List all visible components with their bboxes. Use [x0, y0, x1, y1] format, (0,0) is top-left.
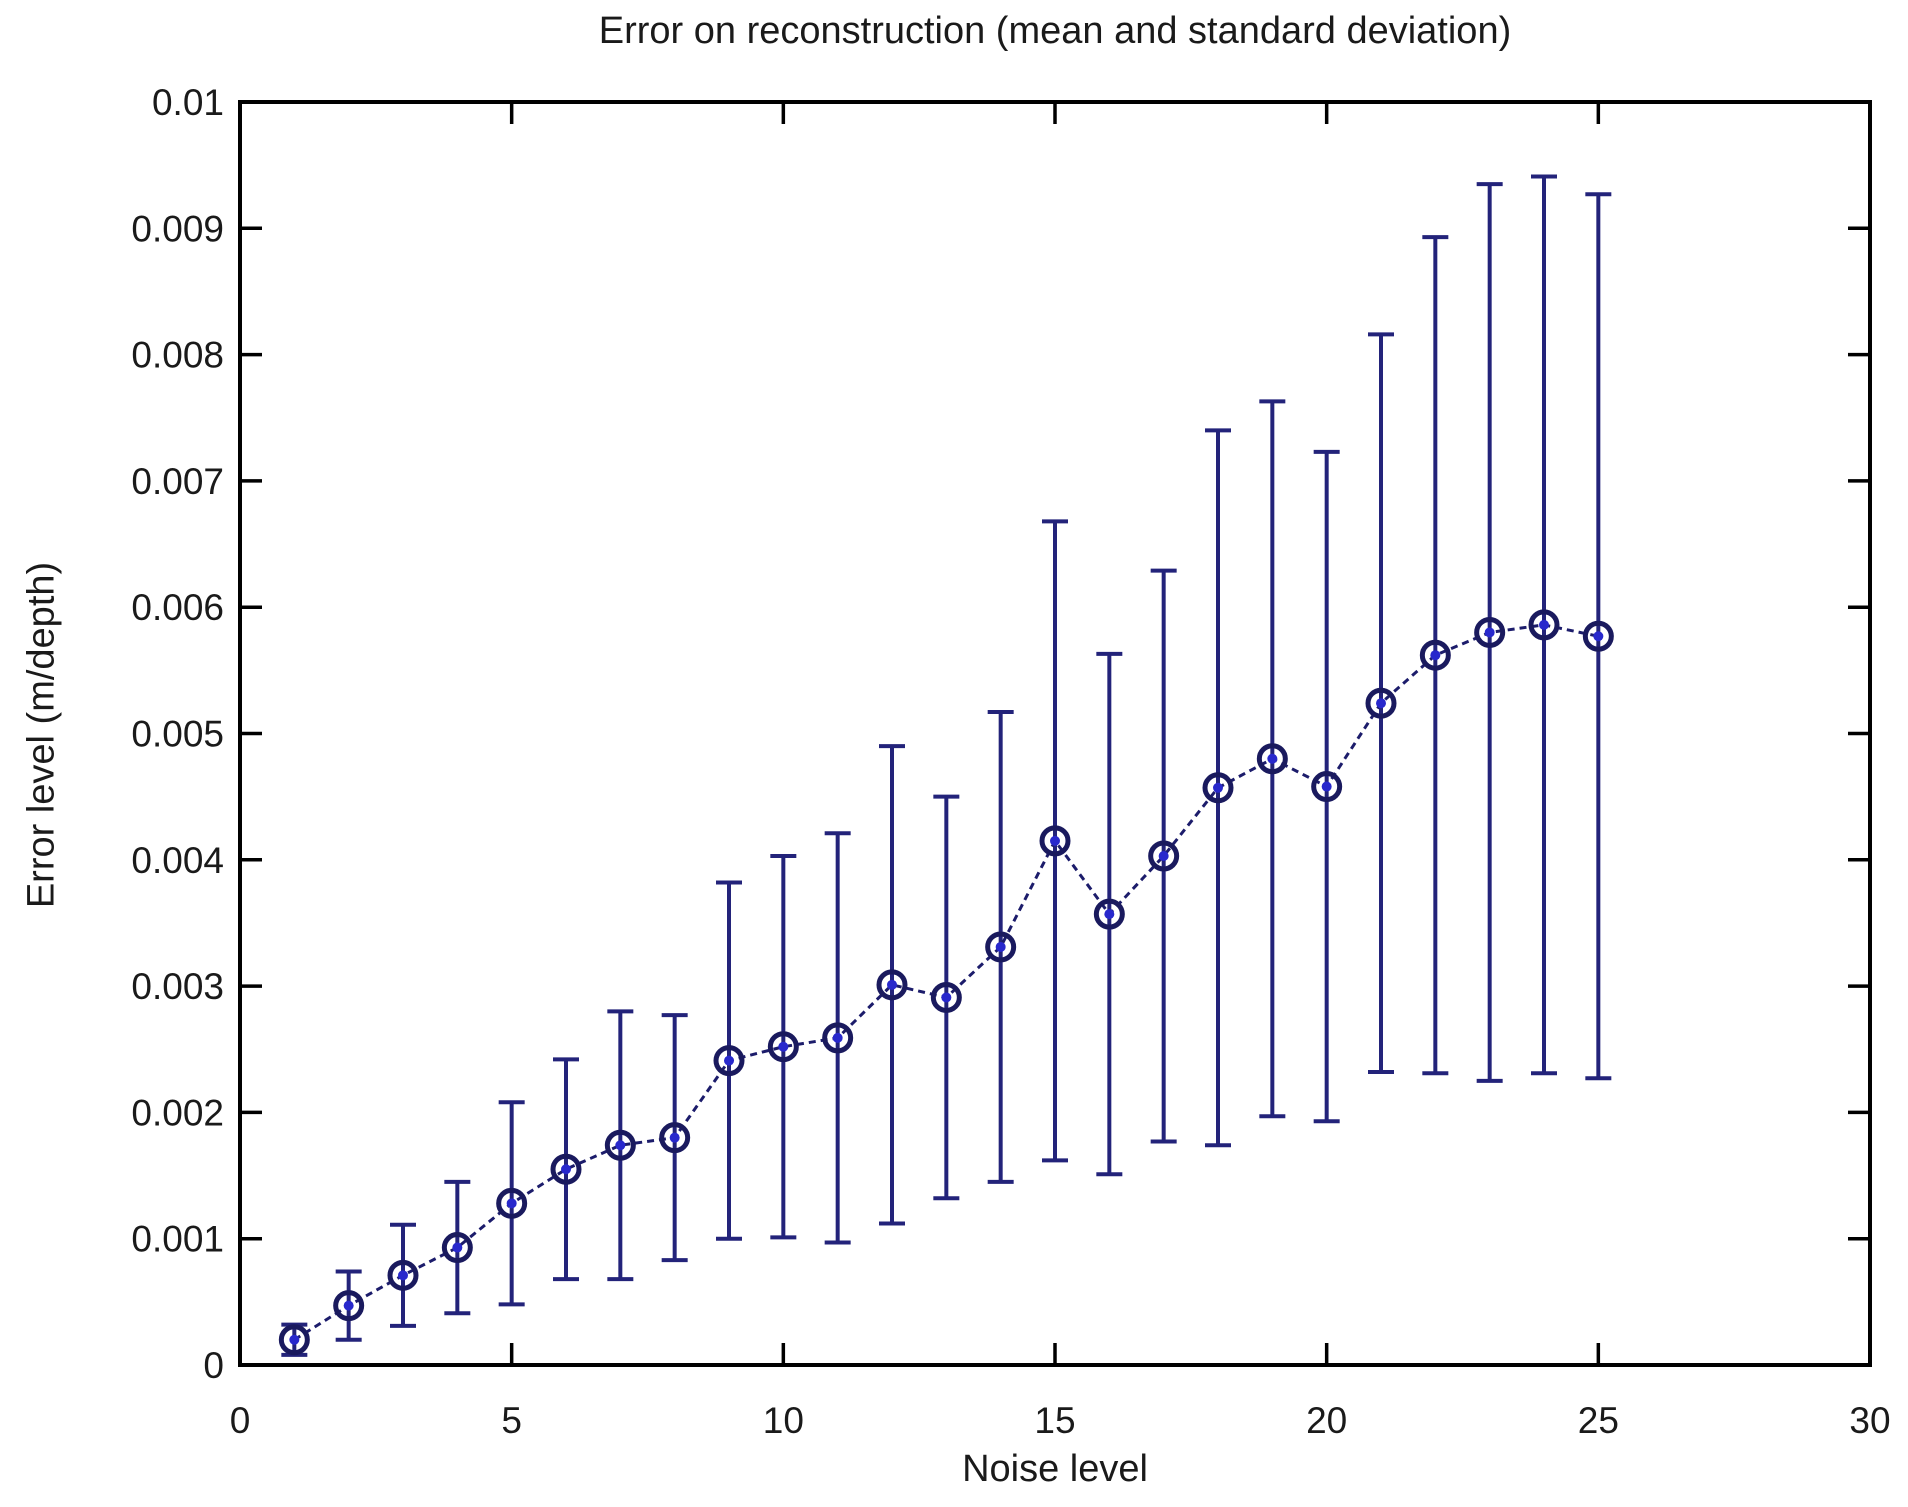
data-point-marker [1039, 825, 1071, 857]
x-tick-label: 15 [1034, 1400, 1075, 1441]
data-point-center-dot [615, 1140, 626, 1151]
x-tick-label: 30 [1849, 1400, 1890, 1441]
data-point-center-dot [506, 1198, 517, 1209]
data-point-center-dot [778, 1041, 789, 1052]
x-tick-label: 5 [501, 1400, 522, 1441]
data-point-marker [1256, 743, 1288, 775]
data-point-marker [930, 981, 962, 1013]
y-tick-label: 0.002 [131, 1092, 224, 1133]
chart-title: Error on reconstruction (mean and standa… [598, 10, 1512, 52]
data-point-center-dot [343, 1300, 354, 1311]
data-point-marker [1093, 898, 1125, 930]
data-point-marker [1419, 639, 1451, 671]
data-point-center-dot [1321, 781, 1332, 792]
data-point-marker [822, 1022, 854, 1054]
data-point-center-dot [995, 941, 1006, 952]
data-point-marker [496, 1187, 528, 1219]
x-axis-label: Noise level [962, 1448, 1148, 1490]
data-point-center-dot [289, 1334, 300, 1345]
data-point-marker [876, 969, 908, 1001]
data-point-marker [333, 1290, 365, 1322]
x-tick-label: 25 [1578, 1400, 1619, 1441]
y-tick-label: 0.01 [152, 82, 224, 123]
y-tick-label: 0.001 [131, 1219, 224, 1260]
x-tick-label: 0 [230, 1400, 251, 1441]
data-point-center-dot [669, 1132, 680, 1143]
data-point-marker [1311, 771, 1343, 803]
data-point-center-dot [1484, 627, 1495, 638]
data-point-center-dot [1104, 909, 1115, 920]
y-tick-label: 0.006 [131, 587, 224, 628]
data-point-center-dot [561, 1164, 571, 1175]
data-point-center-dot [1430, 650, 1441, 661]
data-point-center-dot [724, 1055, 734, 1066]
y-tick-label: 0.004 [131, 840, 224, 881]
data-point-marker [713, 1045, 745, 1077]
data-point-marker [1528, 609, 1560, 641]
data-point-marker [387, 1259, 419, 1291]
data-point-center-dot [887, 979, 897, 990]
data-point-marker [1582, 620, 1614, 652]
data-point-center-dot [1158, 851, 1169, 862]
data-point-marker [1148, 840, 1180, 872]
data-point-marker [1365, 687, 1397, 719]
data-point-center-dot [941, 992, 952, 1003]
data-point-marker [659, 1122, 691, 1154]
y-tick-label: 0.005 [131, 714, 224, 755]
data-point-center-dot [1213, 782, 1223, 793]
x-tick-label: 10 [763, 1400, 804, 1441]
y-tick-label: 0.007 [131, 461, 224, 502]
data-point-marker [985, 931, 1017, 963]
data-point-center-dot [1376, 698, 1386, 709]
y-tick-label: 0.003 [131, 966, 224, 1007]
data-point-center-dot [1267, 753, 1278, 764]
data-point-center-dot [832, 1032, 843, 1043]
y-tick-label: 0.008 [131, 335, 224, 376]
data-point-marker [1474, 616, 1506, 648]
x-tick-label: 20 [1306, 1400, 1347, 1441]
data-point-marker [767, 1031, 799, 1063]
data-point-center-dot [1593, 631, 1604, 642]
data-point-center-dot [1539, 619, 1549, 630]
data-point-marker [278, 1324, 310, 1356]
y-tick-label: 0 [203, 1345, 224, 1386]
data-point-center-dot [452, 1242, 463, 1253]
data-point-marker [1202, 772, 1234, 804]
data-point-marker [604, 1129, 636, 1161]
data-point-marker [550, 1153, 582, 1185]
data-point-center-dot [1050, 835, 1060, 846]
y-tick-label: 0.009 [131, 208, 224, 249]
data-point-marker [441, 1232, 473, 1264]
data-point-center-dot [398, 1270, 408, 1281]
